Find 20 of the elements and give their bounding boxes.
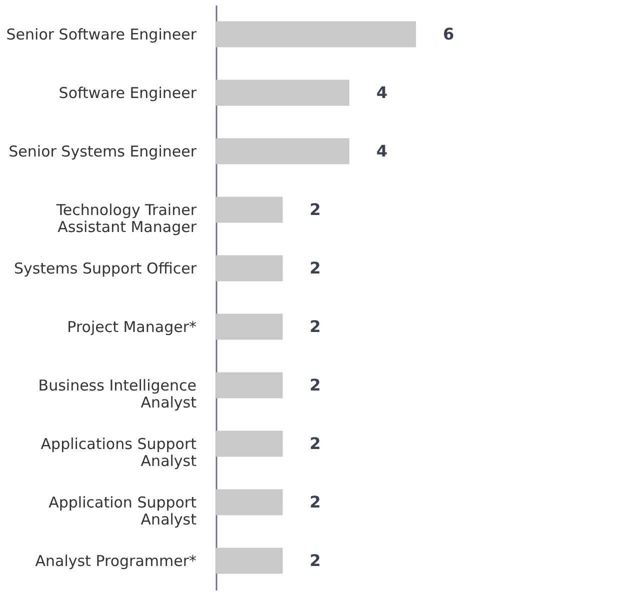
y-tick-label: Technology Trainer Assistant Manager <box>55 200 198 236</box>
y-tick-label: Senior Systems Engineer <box>8 142 198 160</box>
y-tick-label: Software Engineer <box>58 84 198 102</box>
y-tick-label: Project Manager* <box>67 318 197 336</box>
y-tick-label: Systems Support Officer <box>14 259 198 278</box>
data-label: 2 <box>310 550 321 570</box>
y-tick-label: Applications Support Analyst <box>40 434 197 470</box>
data-label: 4 <box>376 141 388 160</box>
data-label: 2 <box>310 492 321 512</box>
y-tick-label: Analyst Programmer* <box>35 552 197 570</box>
data-label: 2 <box>310 375 321 394</box>
data-label: 2 <box>310 434 321 453</box>
data-label: 6 <box>443 24 454 44</box>
data-label: 2 <box>310 200 321 219</box>
data-label: 4 <box>376 82 388 102</box>
y-tick-label: Business Intelligence Analyst <box>38 376 197 412</box>
y-tick-label: Application Support Analyst <box>48 493 197 528</box>
data-label: 2 <box>310 316 321 336</box>
data-label: 2 <box>310 258 321 278</box>
y-tick-label: Senior Software Engineer <box>6 25 198 44</box>
